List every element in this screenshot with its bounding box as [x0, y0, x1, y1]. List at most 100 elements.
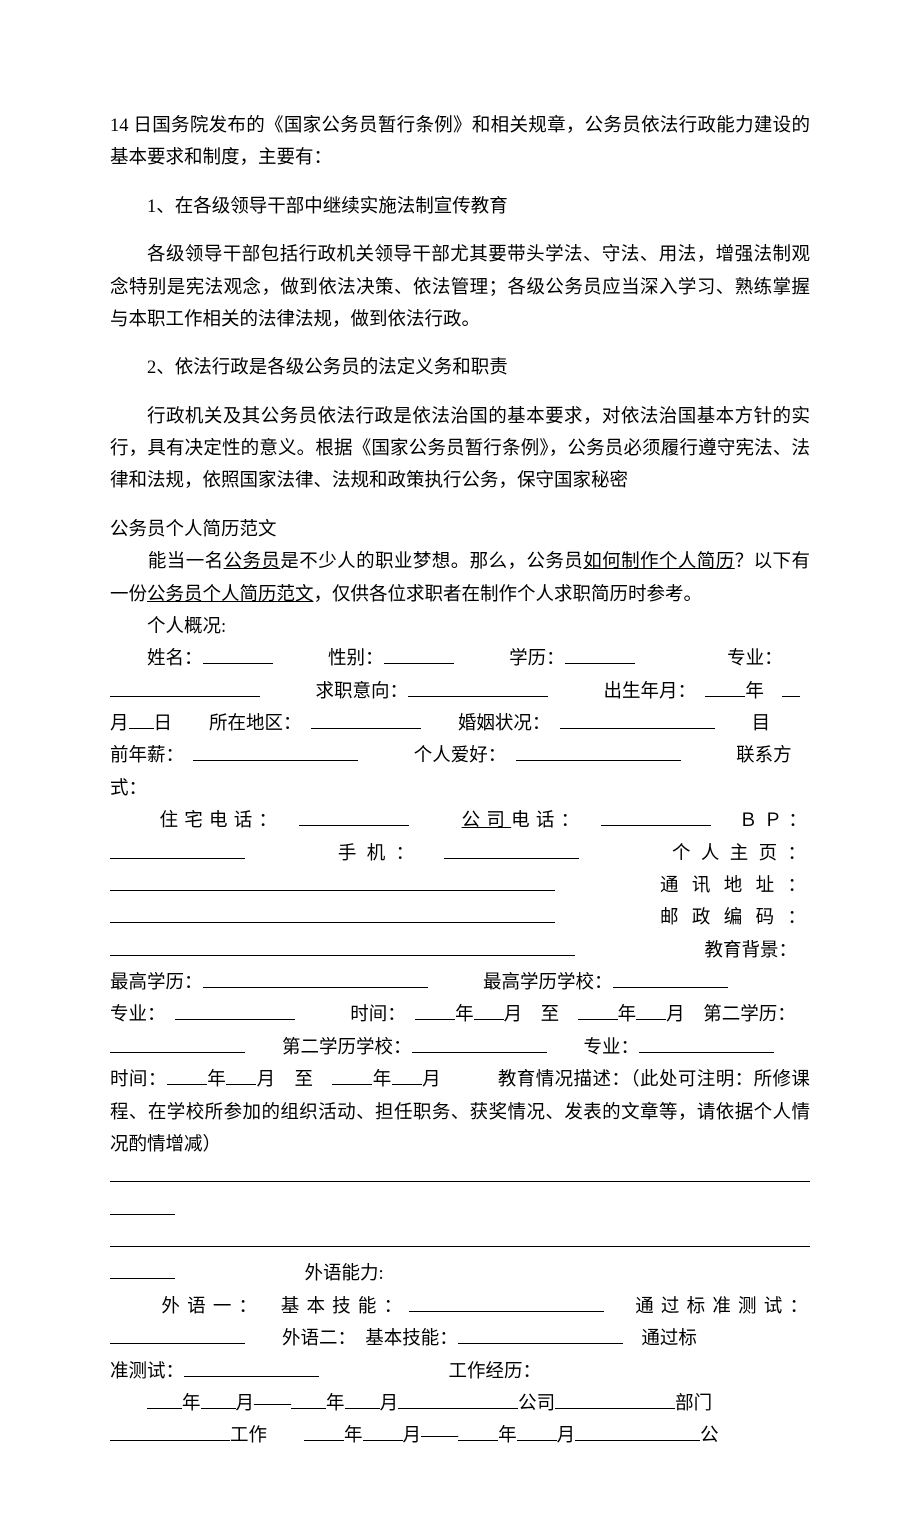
- intro-paragraph-1: 14 日国务院发布的《国家公务员暂行条例》和相关规章，公务员依法行政能力建设的基…: [110, 110, 810, 175]
- label-day: 日: [154, 714, 173, 734]
- label-month: 月: [236, 1394, 255, 1414]
- label-gender: 性别：: [328, 649, 384, 669]
- blank: [345, 1389, 380, 1409]
- label-lang1: 外语一：: [161, 1297, 255, 1317]
- label-major: 专业：: [584, 1038, 640, 1058]
- line-major-time: 专业： 时间： 年月 至 年月 第二学历：: [110, 999, 810, 1031]
- spacer: [110, 223, 810, 239]
- label-work: 工作: [230, 1426, 267, 1446]
- line-edu-section: 教育背景：: [110, 935, 810, 967]
- line-highest-edu: 最高学历： 最高学历学校：: [110, 967, 810, 999]
- label-lang-section: 外语能力:: [305, 1264, 384, 1284]
- heading-2: 2、依法行政是各级公务员的法定义务和职责: [110, 352, 810, 384]
- link-resume-template: 公务员个人简历范文: [147, 585, 314, 605]
- blank: [555, 1389, 675, 1409]
- label-region: 所在地区：: [209, 714, 292, 734]
- label-month: 月: [110, 714, 129, 734]
- line-work-exp1: 年月——年月公司部门: [110, 1388, 810, 1420]
- label-month: 月: [380, 1394, 399, 1414]
- label-bp: ＢＰ：: [739, 811, 810, 831]
- blank: [110, 1033, 245, 1053]
- label-mobile: 手机：: [338, 844, 415, 864]
- label-highest-school: 最高学历学校：: [483, 973, 613, 993]
- line-home-phone: 住宅电话： 公司电话： ＢＰ：: [110, 805, 810, 837]
- label-highest-edu: 最高学历：: [110, 973, 203, 993]
- blank: [409, 1292, 604, 1312]
- blank: [110, 1228, 810, 1248]
- blank: [458, 1422, 498, 1442]
- label-year: 年: [618, 1005, 637, 1025]
- link-how-to-resume: 如何制作个人简历: [583, 552, 734, 572]
- label-intention: 求职意向：: [316, 682, 409, 702]
- label-dept: 部门: [675, 1394, 712, 1414]
- spacer: [110, 175, 810, 191]
- label-std-test: 通过标准测试：: [635, 1297, 810, 1317]
- blank: [226, 1066, 256, 1086]
- label-address: 通讯地址：: [660, 876, 810, 896]
- label-homepage: 个人主页：: [672, 844, 810, 864]
- blank: [167, 1066, 207, 1086]
- label-company: 公司: [518, 1394, 555, 1414]
- label-year: 年: [207, 1070, 226, 1090]
- line-contact-suffix: 式：: [110, 773, 810, 805]
- link-civil-servant: 公务员: [224, 552, 281, 572]
- line-intention-birth: 求职意向： 出生年月： 年: [110, 676, 810, 708]
- line-work-exp2: 工作 年月——年月公: [110, 1420, 810, 1452]
- resume-intro: 能当一名公务员是不少人的职业梦想。那么，公务员如何制作个人简历？以下有一份公务员…: [110, 546, 810, 611]
- blank: [110, 1422, 230, 1442]
- blank: [415, 1001, 455, 1021]
- line-time2-desc: 时间：年月 至 年月 教育情况描述：（此处可注明：所修课程、在学校所参加的组织活…: [110, 1064, 810, 1161]
- text: 是不少人的职业梦想。那么，公务员: [280, 552, 583, 572]
- line-address: 通讯地址：: [110, 870, 810, 902]
- label-basic-skill: 基本技能：: [281, 1297, 410, 1317]
- intro-paragraph-3: 行政机关及其公务员依法行政是依法治国的基本要求，对依法治国基本方针的实行，具有决…: [110, 401, 810, 498]
- blank: [175, 1001, 295, 1021]
- blank: [110, 871, 555, 891]
- label-second-edu: 第二学历：: [703, 1005, 796, 1025]
- line-second-school: 第二学历学校： 专业：: [110, 1032, 810, 1064]
- line-lang-section: 外语能力:: [110, 1258, 810, 1290]
- label-year: 年: [344, 1426, 363, 1446]
- label-company: 公司: [462, 811, 512, 831]
- label-year: 年: [182, 1394, 201, 1414]
- label-name: 姓名：: [147, 649, 203, 669]
- label-lang2: 外语二：: [282, 1329, 347, 1349]
- line-desc-blank2: [110, 1194, 810, 1226]
- blank: [782, 677, 800, 697]
- label-month: 月: [666, 1005, 685, 1025]
- label-year: 年: [745, 682, 764, 702]
- blank: [203, 969, 428, 989]
- blank: [110, 1195, 175, 1215]
- spacer: [110, 498, 810, 514]
- label-year: 年: [455, 1005, 474, 1025]
- spacer: [110, 385, 810, 401]
- document-page: 14 日国务院发布的《国家公务员暂行条例》和相关规章，公务员依法行政能力建设的基…: [0, 0, 920, 1513]
- line-lang1: 外语一： 基本技能： 通过标准测试：: [110, 1291, 810, 1323]
- label-dash: ——: [421, 1426, 458, 1446]
- label-dash: ——: [254, 1394, 291, 1414]
- label-basic-skill: 基本技能：: [365, 1329, 458, 1349]
- label-time: 时间：: [350, 1005, 396, 1025]
- line-lang2: 外语二： 基本技能： 通过标: [110, 1323, 810, 1355]
- blank: [110, 1163, 810, 1183]
- intro-paragraph-2: 各级领导干部包括行政机关领导干部尤其要带头学法、守法、用法，增强法制观念特别是宪…: [110, 239, 810, 336]
- label-major: 专业：: [110, 1005, 156, 1025]
- text: 能当一名: [148, 552, 224, 572]
- blank: [110, 677, 260, 697]
- blank: [636, 1001, 666, 1021]
- spacer: [110, 336, 810, 352]
- blank: [565, 645, 635, 665]
- blank: [201, 1389, 236, 1409]
- label-marriage: 婚姻状况：: [458, 714, 541, 734]
- label-month: 月: [504, 1005, 523, 1025]
- line-postcode: 邮政编码：: [110, 902, 810, 934]
- label-month: 月: [422, 1070, 441, 1090]
- blank: [291, 1389, 326, 1409]
- label-year: 年: [372, 1070, 391, 1090]
- blank: [332, 1066, 372, 1086]
- label-home-phone: 住宅电话：: [160, 811, 275, 831]
- label-second-school: 第二学历学校：: [282, 1038, 412, 1058]
- blank: [363, 1422, 403, 1442]
- label-month: 月: [403, 1426, 422, 1446]
- label-edu-section: 教育背景：: [705, 941, 798, 961]
